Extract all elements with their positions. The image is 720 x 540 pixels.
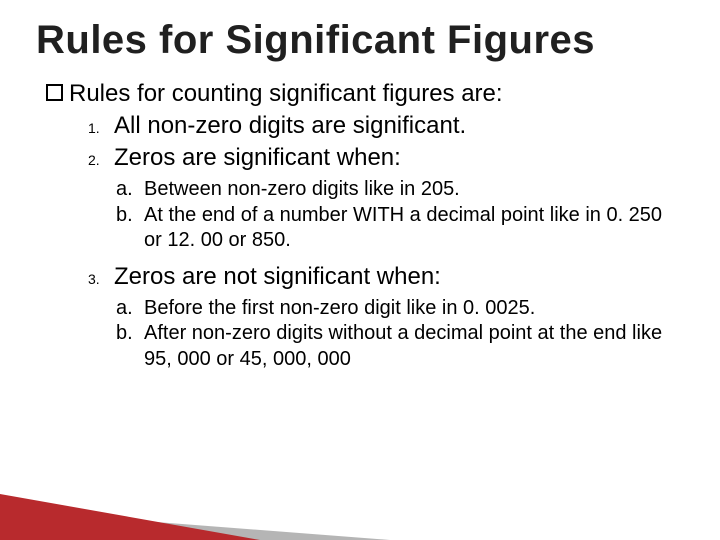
rule-3-sublist: a. Before the first non-zero digit like …: [116, 296, 684, 373]
rule-3-text: Zeros are not significant when:: [114, 262, 441, 292]
rule-2b-text: At the end of a number WITH a decimal po…: [144, 203, 684, 254]
rule-2a: a. Between non-zero digits like in 205.: [116, 177, 684, 203]
rule-1-text: All non-zero digits are significant.: [114, 111, 466, 141]
decor-wedge: [0, 494, 260, 540]
rule-3b-text: After non-zero digits without a decimal …: [144, 321, 684, 372]
rule-3: 3. Zeros are not significant when:: [88, 262, 684, 292]
rule-2a-marker: a.: [116, 177, 144, 203]
rule-2-marker: 2.: [88, 144, 114, 170]
rule-2b-marker: b.: [116, 203, 144, 229]
bullet-box-icon: [46, 84, 63, 101]
rule-3b-marker: b.: [116, 321, 144, 347]
rule-3a: a. Before the first non-zero digit like …: [116, 296, 684, 322]
numbered-list-2: 3. Zeros are not significant when:: [88, 262, 684, 292]
rule-2-text: Zeros are significant when:: [114, 143, 401, 173]
lead-text: Rules for counting significant figures a…: [69, 80, 503, 107]
rule-2-sublist: a. Between non-zero digits like in 205. …: [116, 177, 684, 254]
rule-2a-text: Between non-zero digits like in 205.: [144, 177, 684, 203]
slide: Rules for Significant Figures Rules for …: [0, 0, 720, 540]
body-content: Rules for counting significant figures a…: [36, 79, 684, 373]
rule-3-marker: 3.: [88, 263, 114, 289]
rule-1: 1. All non-zero digits are significant.: [88, 111, 684, 141]
rule-3b: b. After non-zero digits without a decim…: [116, 321, 684, 372]
page-title: Rules for Significant Figures: [36, 18, 684, 63]
lead-line: Rules for counting significant figures a…: [36, 79, 684, 109]
rule-3a-marker: a.: [116, 296, 144, 322]
rule-1-marker: 1.: [88, 112, 114, 138]
rule-2b: b. At the end of a number WITH a decimal…: [116, 203, 684, 254]
rule-3a-text: Before the first non-zero digit like in …: [144, 296, 684, 322]
numbered-list: 1. All non-zero digits are significant. …: [88, 111, 684, 173]
rule-2: 2. Zeros are significant when:: [88, 143, 684, 173]
